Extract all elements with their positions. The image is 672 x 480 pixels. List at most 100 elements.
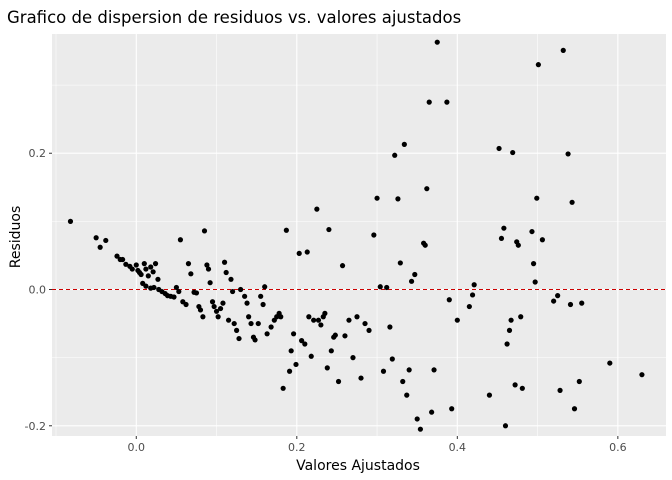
data-point (519, 385, 525, 391)
x-axis-title: Valores Ajustados (296, 458, 420, 474)
data-point (324, 365, 330, 371)
data-point (143, 283, 149, 289)
x-tick-label: 0.2 (288, 441, 306, 454)
data-point (639, 372, 645, 378)
data-point (151, 284, 157, 291)
data-point (366, 327, 372, 333)
data-point (288, 348, 294, 354)
data-point (571, 406, 578, 412)
data-point (152, 261, 159, 267)
data-point (286, 368, 293, 374)
data-point (560, 47, 566, 53)
data-point (213, 308, 220, 314)
data-point (384, 284, 390, 291)
data-point (362, 320, 368, 327)
data-point (228, 276, 234, 282)
data-point (342, 333, 348, 339)
y-axis-title: Residuos (8, 206, 24, 269)
data-point (510, 149, 516, 156)
data-point (431, 367, 437, 373)
data-point (401, 141, 407, 147)
data-point (332, 332, 338, 338)
x-axis: 0.0 0.2 0.4 0.6 (128, 436, 627, 454)
data-point (328, 348, 334, 354)
data-point (535, 62, 541, 68)
data-point (148, 264, 154, 270)
data-point (471, 282, 477, 288)
data-point (508, 317, 514, 323)
data-point (454, 317, 460, 323)
data-point (512, 382, 518, 388)
data-point (408, 278, 415, 284)
x-tick-label: 0.4 (449, 441, 467, 454)
data-point (346, 317, 352, 323)
data-point (530, 261, 537, 267)
data-point (501, 225, 507, 231)
data-point (534, 195, 540, 201)
data-point (502, 423, 509, 429)
data-point (314, 206, 320, 212)
x-tick-label: 0.6 (609, 441, 627, 454)
data-point (434, 39, 440, 45)
data-point (145, 273, 151, 279)
data-point (244, 300, 250, 306)
data-point (308, 353, 314, 359)
data-point (322, 310, 328, 316)
data-point (201, 228, 208, 234)
data-point (498, 235, 505, 242)
data-point (374, 195, 380, 201)
data-point (397, 260, 403, 266)
grid-minor (52, 34, 666, 436)
data-point (299, 338, 305, 344)
data-point (555, 293, 561, 299)
data-point (260, 301, 266, 308)
data-point (252, 337, 258, 343)
data-point (229, 288, 236, 295)
data-point (392, 152, 398, 158)
data-point (283, 227, 289, 233)
data-point (518, 314, 524, 320)
data-point (326, 226, 332, 233)
data-point (304, 249, 310, 255)
data-point (183, 301, 189, 308)
data-point (486, 392, 493, 398)
data-point (565, 151, 571, 157)
data-point (422, 242, 428, 248)
data-point (318, 322, 324, 328)
data-point (262, 284, 268, 290)
data-point (515, 242, 521, 248)
data-point (221, 259, 228, 265)
data-point (248, 320, 254, 327)
data-point (412, 271, 418, 278)
data-point (400, 378, 406, 385)
data-point (255, 320, 261, 327)
data-point (200, 314, 206, 320)
y-tick-label: -0.2 (25, 420, 46, 433)
data-point (371, 232, 377, 238)
data-point (217, 305, 224, 312)
data-point (551, 298, 557, 304)
data-point (302, 341, 308, 347)
data-point (417, 426, 423, 432)
data-point (607, 360, 613, 366)
data-point (67, 218, 74, 224)
data-point (234, 327, 240, 333)
data-point (579, 300, 585, 306)
data-point (358, 375, 364, 381)
data-point (133, 262, 139, 268)
data-point (444, 99, 450, 105)
data-point (339, 263, 346, 269)
data-point (404, 392, 410, 398)
data-point (576, 378, 582, 385)
data-point (197, 307, 204, 313)
data-point (315, 317, 322, 323)
data-point (193, 290, 200, 296)
data-point (138, 271, 144, 278)
data-point (103, 237, 109, 244)
data-point (293, 361, 299, 368)
data-point (290, 331, 297, 337)
y-tick-label: 0.0 (29, 284, 47, 297)
data-point (188, 271, 194, 277)
data-point (469, 292, 476, 298)
